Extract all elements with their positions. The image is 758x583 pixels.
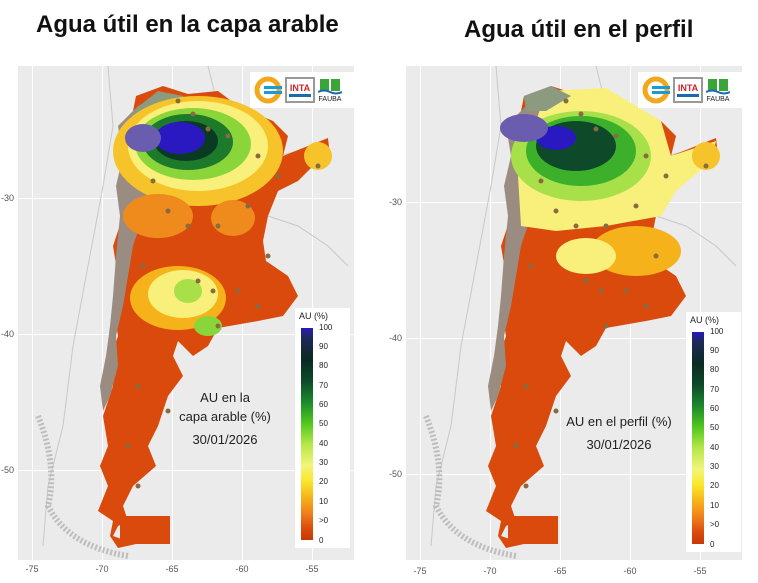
x-tick-label: -55 (693, 566, 707, 576)
gridline (18, 470, 354, 471)
map-panel-perfil: INTA FAUBA AU en el perfil (%) 30/01/202… (380, 62, 758, 583)
y-tick-label: -40 (388, 333, 402, 343)
fauba-logo: FAUBA (706, 78, 730, 103)
legend-label: 90 (319, 342, 328, 351)
logo-group: INTA FAUBA (638, 72, 742, 108)
map-date: 30/01/2026 (586, 437, 652, 452)
legend-label: 70 (710, 385, 719, 394)
gridline (102, 66, 103, 560)
inta-logo: INTA (285, 77, 315, 103)
y-tick-label: -30 (0, 193, 14, 203)
map-caption: AU en el perfil (%) 30/01/2026 (554, 412, 684, 454)
legend-title: AU (%) (690, 315, 719, 325)
gridline (406, 474, 742, 475)
caption-line-2: capa arable (%) (179, 409, 271, 424)
title-right: Agua útil en el perfil (464, 16, 694, 43)
argentina-map (35, 66, 349, 559)
map-caption: AU en la capa arable (%) 30/01/2026 (170, 388, 280, 449)
legend-label: 0 (319, 536, 324, 545)
x-tick-label: -60 (235, 564, 249, 574)
caption-line-1: AU en la (200, 390, 250, 405)
legend-label: 40 (710, 443, 719, 452)
x-tick-label: -65 (553, 566, 567, 576)
y-tick-label: -50 (0, 465, 14, 475)
legend-label: 100 (319, 323, 333, 332)
legend-label: 80 (319, 361, 328, 370)
fauba-logo: FAUBA (318, 78, 342, 103)
inta-logo: INTA (673, 77, 703, 103)
y-tick-label: -30 (388, 197, 402, 207)
fauba-logo-icon (706, 78, 730, 94)
legend-label: 10 (710, 501, 719, 510)
x-tick-label: -70 (95, 564, 109, 574)
legend-label: 80 (710, 365, 719, 374)
plot-area: INTA FAUBA AU en el perfil (%) 30/01/202… (406, 66, 742, 560)
color-legend: AU (%) 100 90 80 70 60 50 40 30 20 10 >0… (295, 308, 350, 548)
x-tick-label: -65 (165, 564, 179, 574)
gridline (32, 66, 33, 560)
legend-colorbar (692, 332, 704, 544)
legend-label: 10 (319, 497, 328, 506)
color-legend: AU (%) 100 90 80 70 60 50 40 30 20 10 >0… (686, 312, 741, 552)
legend-label: 20 (319, 477, 328, 486)
legend-label: >0 (319, 516, 329, 525)
legend-label: 30 (710, 462, 719, 471)
gridline (420, 66, 421, 560)
map-panel-capa-arable: INTA FAUBA AU en la capa arable (%) 30/0… (0, 62, 380, 583)
y-tick-label: -40 (0, 329, 14, 339)
legend-label: 40 (319, 439, 328, 448)
legend-label: 50 (710, 423, 719, 432)
plot-area: INTA FAUBA AU en la capa arable (%) 30/0… (18, 66, 354, 560)
gridline (490, 66, 491, 560)
map-date: 30/01/2026 (192, 432, 258, 447)
legend-label: 70 (319, 381, 328, 390)
x-tick-label: -75 (25, 564, 39, 574)
legend-colorbar (301, 328, 313, 540)
legend-label: 0 (710, 540, 715, 549)
x-tick-label: -75 (413, 566, 427, 576)
x-tick-label: -55 (305, 564, 319, 574)
legend-label: 60 (319, 400, 328, 409)
fauba-logo-icon (318, 78, 342, 94)
x-tick-label: -60 (623, 566, 637, 576)
water-agency-logo-icon (642, 76, 670, 104)
legend-label: 30 (319, 458, 328, 467)
legend-label: 50 (319, 419, 328, 428)
argentina-map (423, 66, 737, 559)
y-tick-label: -50 (388, 469, 402, 479)
title-left: Agua útil en la capa arable (36, 11, 339, 38)
logo-group: INTA FAUBA (250, 72, 354, 108)
water-agency-logo-icon (254, 76, 282, 104)
legend-label: 90 (710, 346, 719, 355)
legend-label: >0 (710, 520, 720, 529)
legend-label: 20 (710, 481, 719, 490)
legend-label: 60 (710, 404, 719, 413)
legend-label: 100 (710, 327, 724, 336)
caption-line-1: AU en el perfil (%) (566, 414, 672, 429)
x-tick-label: -70 (483, 566, 497, 576)
legend-title: AU (%) (299, 311, 328, 321)
